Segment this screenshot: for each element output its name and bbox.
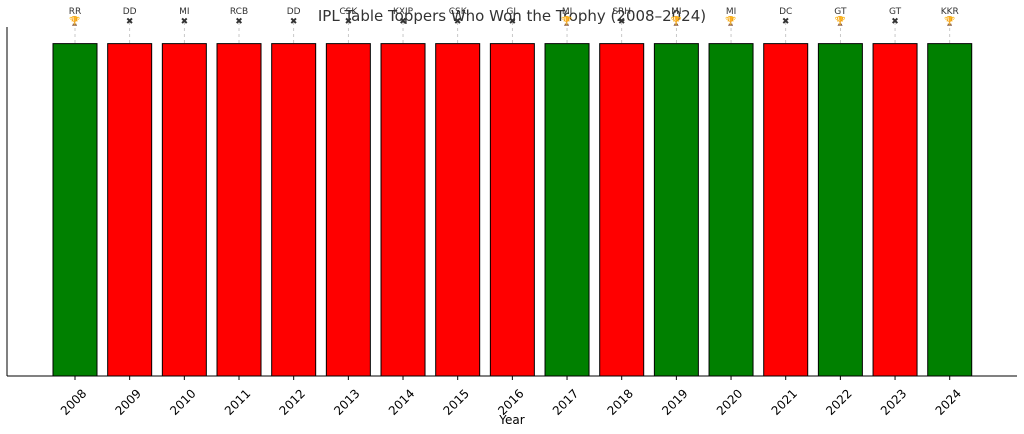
topper-label-2017: MI xyxy=(562,7,572,17)
cross-icon: ✖ xyxy=(618,17,626,27)
bar-2019 xyxy=(653,43,699,377)
x-ticks: 2008 2009 2010 2011 2012 2013 2014 2015 2016 2017… xyxy=(58,376,964,418)
trophy-icon: 🏆 xyxy=(561,15,572,27)
trophy-icon: 🏆 xyxy=(725,15,736,27)
bar-2013 xyxy=(325,43,371,377)
bar-2009 xyxy=(107,43,153,377)
bar-2018 xyxy=(599,43,645,377)
x-tick-label-2018: 2018 xyxy=(605,386,636,417)
topper-label-2018: SRH xyxy=(612,7,631,17)
topper-label-2009: DD xyxy=(123,7,137,17)
x-tick-label-2020: 2020 xyxy=(714,386,745,417)
bar-2010 xyxy=(161,43,207,377)
x-tick-label-2023: 2023 xyxy=(878,386,909,417)
cross-icon: ✖ xyxy=(399,17,407,27)
topper-label-2020: MI xyxy=(726,7,736,17)
topper-label-2013: CSK xyxy=(339,7,358,17)
chart-title: IPL Table Toppers Who Won the Trophy (20… xyxy=(318,7,706,25)
cross-icon: ✖ xyxy=(290,17,298,27)
bar-2012 xyxy=(271,43,317,377)
cross-icon: ✖ xyxy=(454,17,462,27)
bar-2016 xyxy=(489,43,535,377)
bar-2015 xyxy=(435,43,481,377)
x-tick-label-2009: 2009 xyxy=(113,386,144,417)
topper-label-2019: MI xyxy=(671,7,681,17)
trophy-icon: 🏆 xyxy=(671,15,682,27)
topper-label-2011: RCB xyxy=(230,7,248,17)
topper-label-2010: MI xyxy=(179,7,189,17)
bar-2022 xyxy=(817,43,863,377)
x-tick-label-2015: 2015 xyxy=(441,386,472,417)
bar-2021 xyxy=(763,43,809,377)
x-tick-label-2014: 2014 xyxy=(386,386,417,417)
cross-icon: ✖ xyxy=(509,17,517,27)
cross-icon: ✖ xyxy=(235,17,243,27)
bar-2017 xyxy=(544,43,590,377)
topper-label-2016: GL xyxy=(506,7,518,17)
bar-2011 xyxy=(216,43,262,377)
bar-2008 xyxy=(52,43,98,377)
cross-icon: ✖ xyxy=(126,17,134,27)
x-tick-label-2011: 2011 xyxy=(222,386,253,417)
topper-label-2021: DC xyxy=(779,7,792,17)
bars-layer xyxy=(52,43,973,377)
x-tick-label-2013: 2013 xyxy=(331,386,362,417)
bar-2023 xyxy=(872,43,918,377)
bar-2024 xyxy=(927,43,973,377)
x-tick-label-2021: 2021 xyxy=(769,386,800,417)
x-tick-label-2010: 2010 xyxy=(167,386,198,417)
topper-label-2014: KXIP xyxy=(393,7,414,17)
cross-icon: ✖ xyxy=(891,17,899,27)
labels-layer: RR🏆DD✖MI✖RCB✖DD✖CSK✖KXIP✖CSK✖GL✖MI🏆SRH✖M… xyxy=(69,7,959,27)
cross-icon: ✖ xyxy=(345,17,353,27)
topper-label-2012: DD xyxy=(287,7,301,17)
x-tick-label-2019: 2019 xyxy=(659,386,690,417)
cross-icon: ✖ xyxy=(782,17,790,27)
topper-label-2015: CSK xyxy=(449,7,468,17)
bar-2014 xyxy=(380,43,426,377)
trophy-icon: 🏆 xyxy=(835,15,846,27)
trophy-icon: 🏆 xyxy=(69,15,80,27)
topper-label-2023: GT xyxy=(889,7,902,17)
x-tick-label-2017: 2017 xyxy=(550,386,581,417)
topper-label-2022: GT xyxy=(834,7,847,17)
x-tick-label-2008: 2008 xyxy=(58,386,89,417)
x-tick-label-2024: 2024 xyxy=(933,386,964,417)
x-tick-label-2022: 2022 xyxy=(823,386,854,417)
topper-label-2008: RR xyxy=(69,7,82,17)
trophy-icon: 🏆 xyxy=(944,15,955,27)
topper-label-2024: KKR xyxy=(941,7,959,17)
x-axis-label: Year xyxy=(498,413,524,427)
x-tick-label-2012: 2012 xyxy=(277,386,308,417)
cross-icon: ✖ xyxy=(181,17,189,27)
bar-2020 xyxy=(708,43,754,377)
